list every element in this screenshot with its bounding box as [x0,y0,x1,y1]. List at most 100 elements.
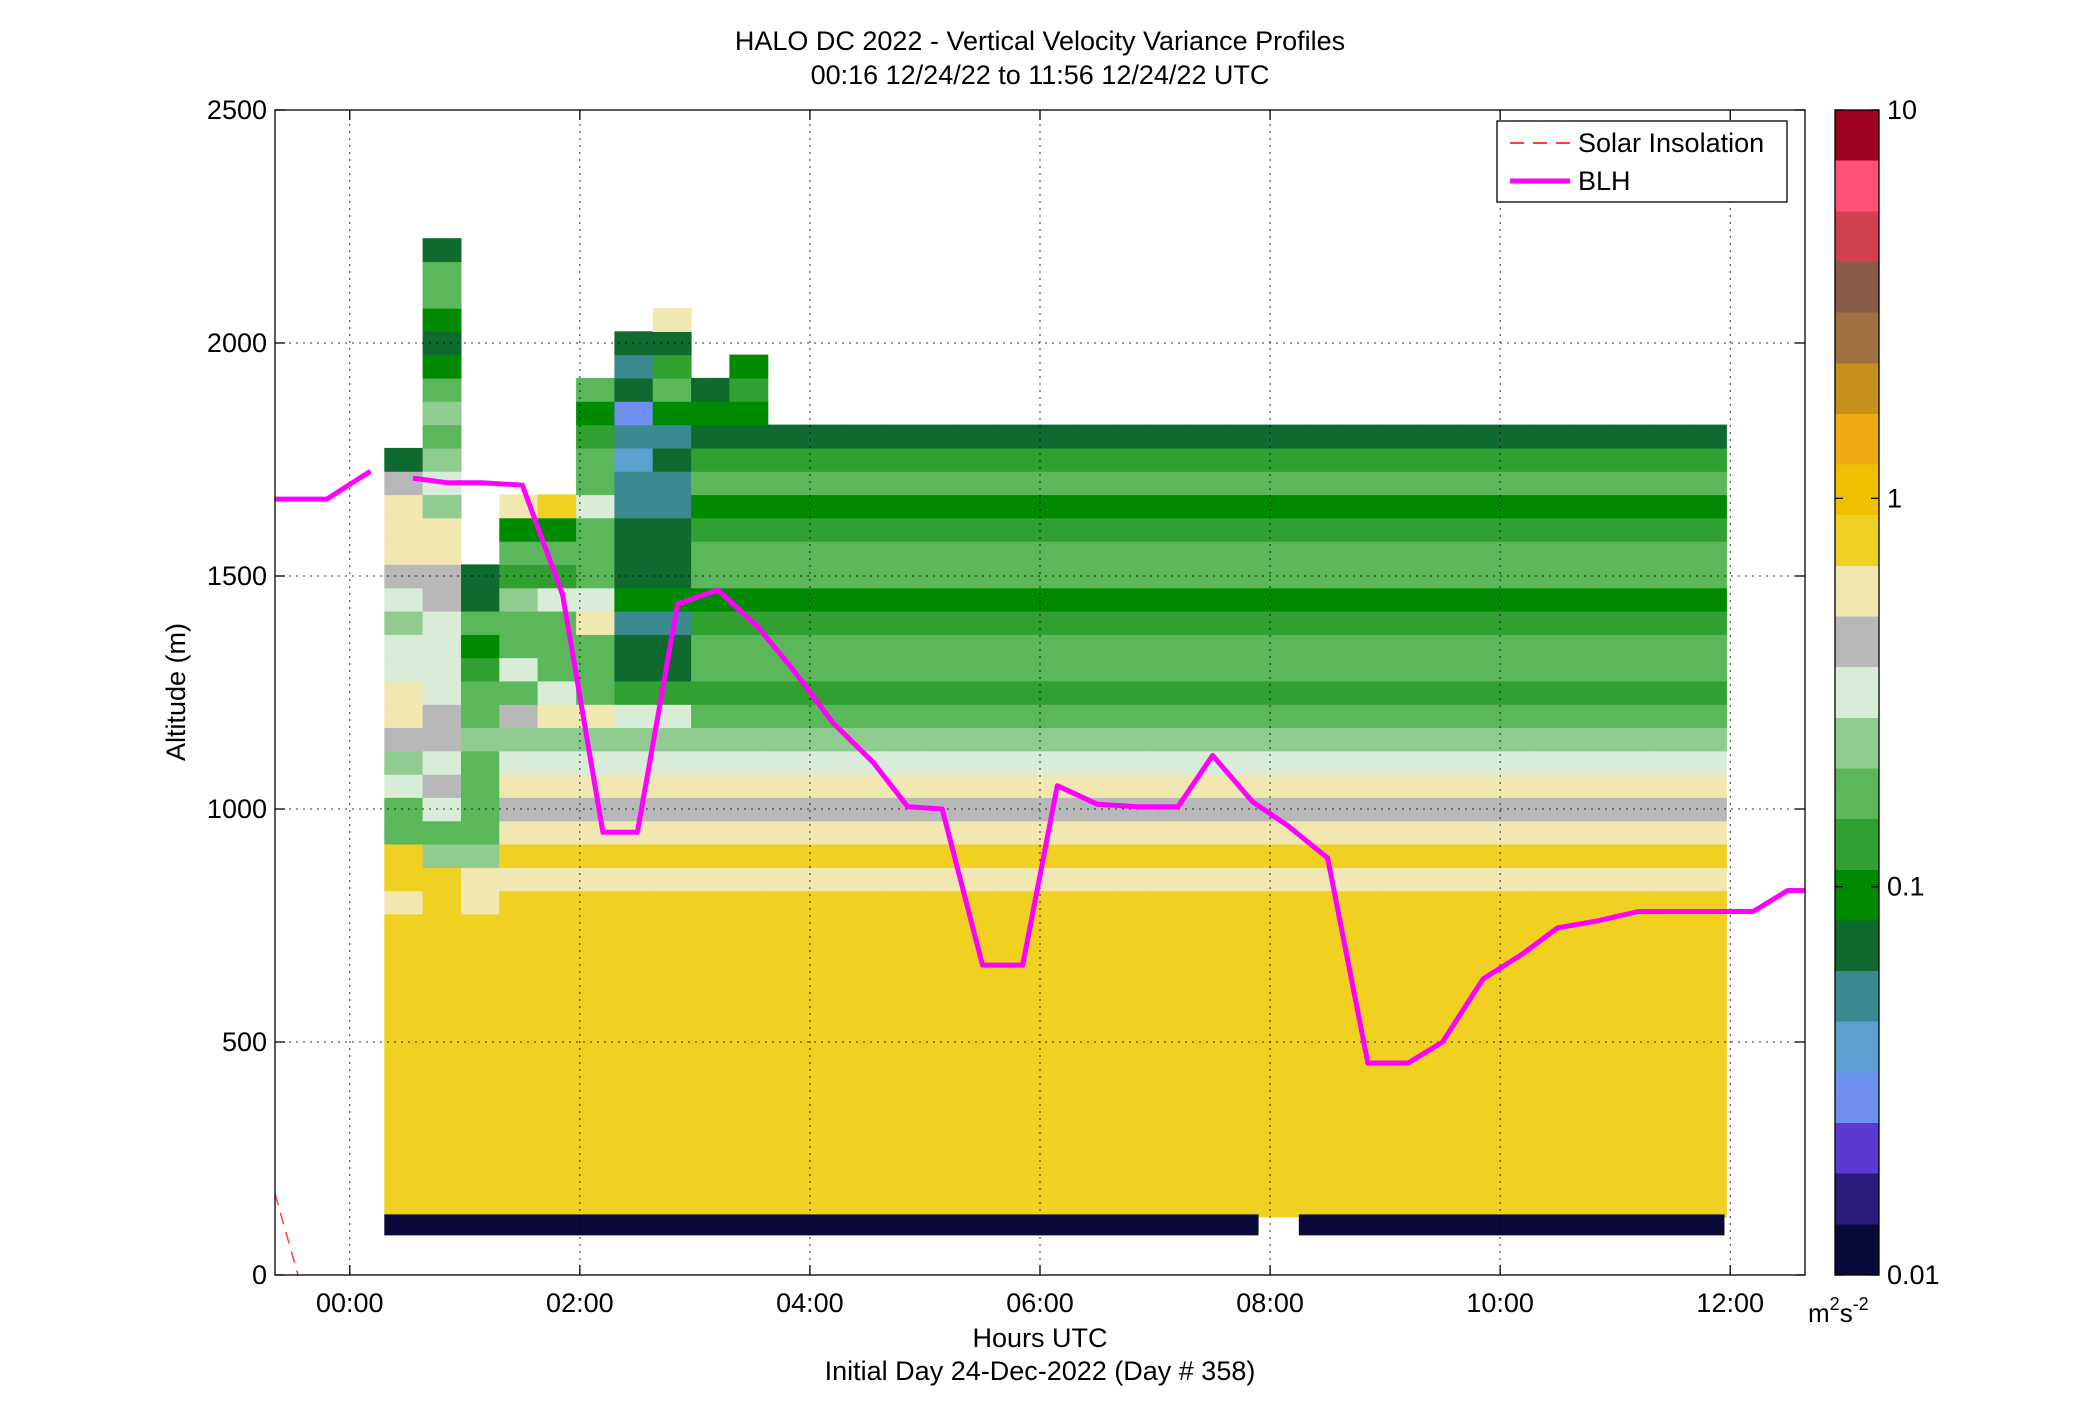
heatmap-cell [1074,1170,1114,1195]
heatmap-cell [1342,424,1382,449]
heatmap-cell [767,680,807,705]
heatmap-cell [1304,797,1344,822]
heatmap-cell [422,611,462,635]
heatmap-cell [614,913,654,938]
heatmap-cell [729,937,769,962]
heatmap-cell [461,1100,500,1125]
heatmap-cell [461,960,500,985]
heatmap-cell [959,494,999,519]
heatmap-cell [499,983,539,1008]
heatmap-cell [691,494,730,519]
heatmap-cell [691,750,730,775]
heatmap-cell [1688,1146,1727,1171]
heatmap-cell [1496,611,1536,635]
heatmap-cell [576,611,615,635]
heatmap-cell [1534,867,1574,892]
heatmap-cell [921,424,961,449]
heatmap-cell [461,1123,500,1148]
heatmap-cell [461,1007,500,1031]
heatmap-cell [806,541,845,565]
heatmap-cell [384,471,424,496]
heatmap-cell [1112,424,1152,449]
heatmap-cell [997,447,1037,472]
heatmap-cell [691,937,730,962]
heatmap-cell [1496,680,1536,705]
heatmap-cell [461,564,500,589]
heatmap-cell [1112,1146,1152,1171]
surface-bar-segment [384,1214,1259,1236]
heatmap-cell [1036,1123,1076,1148]
heatmap-cell [1342,727,1382,752]
heatmap-cell [384,1077,424,1101]
heatmap-cell [1534,1146,1574,1171]
heatmap-cell [1189,541,1229,565]
heatmap-cell [384,1146,424,1171]
heatmap-cell [461,1077,500,1101]
heatmap-cell [1266,820,1306,845]
heatmap-cell [1227,494,1267,519]
heatmap-cell [1649,1007,1689,1031]
heatmap-cell [384,1193,424,1218]
heatmap-cell [1227,727,1267,752]
heatmap-cell [1151,611,1191,635]
heatmap-cell [1381,844,1421,868]
heatmap-cell [1381,680,1421,705]
heatmap-cell [576,447,615,472]
heatmap-cell [384,447,424,472]
heatmap-cell [614,727,654,752]
heatmap-cell [499,1123,539,1148]
heatmap-cell [1573,867,1612,892]
heatmap-cell [921,634,961,659]
heatmap-cell [1688,424,1727,449]
heatmap-cell [1611,611,1651,635]
heatmap-cell [384,890,424,915]
heatmap-cell [537,657,577,682]
blh-line [275,469,1805,1066]
heatmap-cell [1112,913,1152,938]
heatmap-cell [1304,1146,1344,1171]
heatmap-cell [921,820,961,845]
heatmap-cell [384,657,424,682]
heatmap-cell [1457,1146,1497,1171]
heatmap-cell [461,1193,500,1218]
heatmap-cell [767,1053,807,1078]
heatmap-cell [1074,937,1114,962]
heatmap-cell [576,471,615,496]
heatmap-cell [422,867,462,892]
heatmap-cell [1381,797,1421,822]
heatmap-cell [1496,867,1536,892]
heatmap-cell [806,1170,845,1195]
heatmap-cell [384,797,424,822]
heatmap-cell [767,913,807,938]
heatmap-cell [1534,611,1574,635]
heatmap-cell [422,238,462,263]
heatmap-cell [1074,564,1114,589]
heatmap-cell [422,284,462,309]
heatmap-cell [384,750,424,775]
heatmap-cell [844,983,884,1008]
heatmap-cell [1688,1030,1727,1055]
heatmap-cell [1496,1007,1536,1031]
heatmap-cell [1496,750,1536,775]
heatmap-cell [1342,1193,1382,1218]
heatmap-cell [1688,1077,1727,1101]
heatmap-cell [1074,913,1114,938]
heatmap-cell [1649,727,1689,752]
heatmap-cell [729,960,769,985]
heatmap-cell [384,1053,424,1078]
heatmap-cell [1419,1007,1459,1031]
heatmap-cell [1688,797,1727,822]
heatmap-cell [499,704,539,728]
heatmap-cell [1573,471,1612,496]
heatmap-cell [537,890,577,915]
heatmap-cell [1227,1123,1267,1148]
heatmap-cell [499,657,539,682]
heatmap-cell [959,680,999,705]
heatmap-cell [1496,517,1536,542]
heatmap-cell [1036,750,1076,775]
heatmap-cell [1573,820,1612,845]
heatmap-cell [997,890,1037,915]
colorbar-tick-label: 0.1 [1887,872,1925,902]
heatmap-cell [422,1077,462,1101]
colorbar-unit-s: s [1840,1298,1853,1328]
